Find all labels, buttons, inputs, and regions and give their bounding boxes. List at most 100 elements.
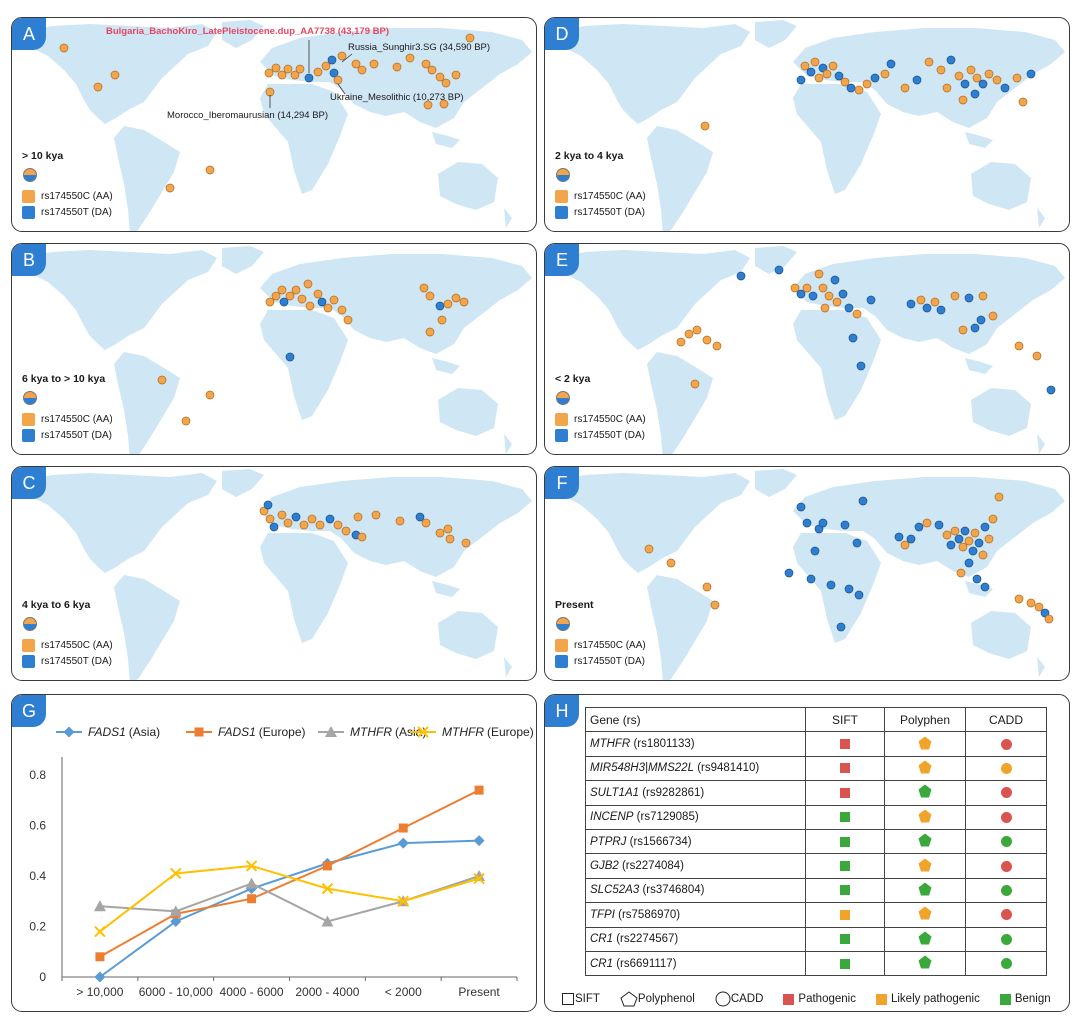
world-map-e (555, 246, 1065, 454)
cadd-cell (965, 877, 1047, 904)
sift-cell (805, 877, 885, 904)
table-row: CR1 (rs2274567) (585, 926, 1047, 952)
ancestral-swatch-icon (555, 639, 568, 652)
legend-pop: (Europe) (487, 725, 534, 739)
sift-marker (840, 763, 850, 774)
world-map-a (22, 20, 532, 231)
sift-marker (840, 909, 850, 920)
legend-gene: MTHFR (350, 725, 392, 739)
gene-name: PTPRJ (590, 835, 627, 848)
header-sift: SIFT (805, 706, 885, 733)
pentagon-icon (620, 991, 638, 1007)
legend-aa: rs174550C (AA) (41, 414, 113, 425)
pie-icon (23, 391, 37, 405)
polyphen-marker (918, 833, 932, 847)
rs-id: (rs2274567) (616, 933, 679, 946)
polyphen-marker (918, 736, 932, 750)
cadd-cell (965, 950, 1047, 977)
table-panel-h: H Gene (rs) SIFT Polyphen CADD MTHFR (rs… (544, 694, 1070, 1012)
panel-f-badge: F (545, 467, 579, 499)
legend-label: FADS1 (Europe) (218, 725, 305, 739)
series-line (99, 864, 480, 933)
gene-name: SLC52A3 (590, 884, 640, 897)
legend-pathogenic: Pathogenic (798, 993, 856, 1005)
sift-cell (805, 755, 885, 782)
x-tick-label: 4000 - 6000 (220, 985, 284, 999)
y-tick-label: 0.6 (29, 819, 46, 833)
sift-marker (840, 836, 850, 847)
table-row: MIR548H3|MMS22L (rs9481410) (585, 755, 1047, 782)
data-point (95, 952, 105, 962)
cadd-marker (1000, 762, 1012, 774)
map-legend-b: 6 kya to > 10 kya rs174550C (AA) rs17455… (22, 373, 113, 442)
annotation-russia: Russia_Sunghir3.SG (34,590 BP) (348, 42, 491, 53)
gene-name: MTHFR (590, 738, 631, 751)
data-point (245, 877, 258, 889)
polyphen-marker (918, 931, 932, 945)
cadd-marker (1000, 958, 1012, 970)
cadd-cell (965, 755, 1047, 782)
data-point (247, 894, 257, 904)
variant-effect-table: Gene (rs) SIFT Polyphen CADD MTHFR (rs18… (585, 706, 1047, 977)
sift-cell (805, 926, 885, 952)
legend-label: MTHFR (Europe) (442, 725, 534, 739)
cadd-marker (1000, 738, 1012, 750)
sample-points-a (59, 33, 475, 193)
data-point (473, 870, 486, 881)
rs-id: (rs7586970) (618, 908, 681, 921)
polyphen-marker (918, 784, 932, 798)
sample-points-b (157, 279, 469, 426)
x-tick-label: 2000 - 4000 (295, 985, 359, 999)
rs-id: (rs9481410) (697, 762, 760, 775)
data-point (170, 867, 182, 880)
gene-cell: PTPRJ (rs1566734) (585, 828, 806, 855)
polyphen-marker (918, 809, 932, 823)
pie-icon (23, 168, 37, 182)
data-point (321, 915, 334, 927)
data-point (94, 925, 106, 938)
gene-cell: CR1 (rs6691117) (585, 950, 806, 977)
data-point (170, 915, 182, 927)
gene-name: GJB2 (590, 860, 619, 873)
sample-points-e (676, 265, 1056, 395)
data-point (169, 905, 182, 917)
rs-id: (rs6691117) (616, 957, 677, 970)
derived-swatch-icon (555, 655, 568, 668)
cadd-marker (1000, 836, 1012, 848)
world-map-b (22, 246, 532, 454)
legend-title: 2 kya to 4 kya (555, 150, 624, 162)
map-legend-a: > 10 kya rs174550C (AA) rs174550T (DA) (22, 150, 113, 219)
data-point (245, 860, 258, 872)
sift-marker (840, 958, 850, 969)
gene-cell: MIR548H3|MMS22L (rs9481410) (585, 755, 806, 782)
gene-cell: SULT1A1 (rs9282861) (585, 780, 806, 806)
poly-cell (884, 804, 966, 830)
circle-icon (715, 991, 731, 1007)
panel-a-badge: A (12, 18, 46, 50)
legend-aa: rs174550C (AA) (574, 414, 646, 425)
legend-benign: Benign (1014, 993, 1051, 1005)
legend-gene: MTHFR (442, 725, 484, 739)
legend-aa: rs174550C (AA) (574, 191, 646, 202)
benign-swatch-icon (999, 993, 1011, 1005)
likely-swatch-icon (875, 993, 887, 1005)
gene-name: CR1 (590, 957, 614, 970)
poly-cell (884, 828, 966, 855)
data-point (322, 861, 332, 871)
pathogenic-swatch-icon (783, 993, 795, 1005)
cadd-cell (965, 780, 1047, 806)
table-row: PTPRJ (rs1566734) (585, 828, 1047, 855)
sift-cell (805, 828, 885, 855)
derived-swatch-icon (22, 429, 35, 442)
legend-da: rs174550T (DA) (574, 207, 645, 218)
chart-panel-g: G 0 0.2 0.4 0.6 0.8 > 10,000 6000 - 10,000 4000… (11, 694, 537, 1012)
map-panel-e: E (544, 243, 1070, 455)
poly-cell (884, 755, 966, 782)
legend-da: rs174550T (DA) (574, 656, 645, 667)
polyphen-marker (918, 906, 932, 920)
poly-cell (884, 950, 966, 977)
gene-cell: INCENP (rs7129085) (585, 804, 806, 830)
legend-aa: rs174550C (AA) (41, 640, 113, 651)
gene-name: SULT1A1 (590, 786, 640, 799)
panel-e-badge: E (545, 244, 579, 276)
